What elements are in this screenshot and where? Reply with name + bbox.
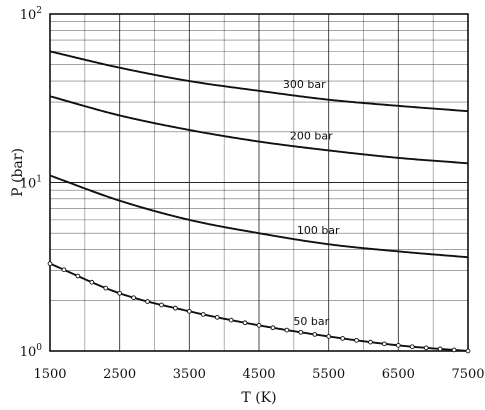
x-axis-label: T (K) bbox=[241, 390, 276, 406]
plot-border bbox=[49, 13, 469, 352]
series-marker bbox=[256, 322, 262, 328]
series-line-200-bar bbox=[49, 95, 469, 165]
series-marker bbox=[409, 344, 415, 350]
series-marker bbox=[228, 317, 234, 323]
x-tick-labels: 1500 2500 3500 4500 5500 6500 7500 bbox=[33, 367, 484, 382]
series-marker bbox=[214, 315, 220, 320]
series-label: 300 bar bbox=[283, 78, 326, 91]
series-marker bbox=[326, 334, 332, 339]
series-marker bbox=[145, 299, 150, 304]
series-marker bbox=[103, 285, 109, 291]
series-line-300-bar bbox=[49, 50, 469, 113]
series-marker bbox=[354, 337, 359, 343]
series-markers bbox=[47, 261, 471, 354]
x-tick-label: 2500 bbox=[103, 367, 136, 382]
series-marker bbox=[270, 325, 276, 331]
series-marker bbox=[395, 343, 401, 348]
series-marker bbox=[47, 261, 53, 266]
series-marker bbox=[340, 336, 345, 341]
series-label: 50 bar bbox=[293, 315, 329, 328]
series-marker bbox=[382, 341, 387, 347]
series-marker bbox=[173, 305, 178, 311]
y-tick-label: 100 bbox=[20, 343, 43, 360]
x-tick-label: 6500 bbox=[382, 367, 415, 382]
x-tick-label: 1500 bbox=[33, 367, 66, 382]
y-tick-labels: 100 101 102 bbox=[20, 6, 43, 360]
x-tick-label: 4500 bbox=[242, 367, 275, 382]
x-tick-label: 3500 bbox=[173, 367, 206, 382]
series-marker bbox=[61, 267, 67, 273]
series-marker bbox=[312, 332, 318, 337]
y-tick-label: 101 bbox=[20, 175, 42, 192]
x-tick-label: 7500 bbox=[451, 367, 484, 382]
x-tick-label: 5500 bbox=[312, 367, 345, 382]
y-axis-label: P (bar) bbox=[10, 148, 26, 197]
series-marker bbox=[451, 347, 457, 353]
series-marker bbox=[423, 345, 429, 351]
series-marker bbox=[298, 329, 304, 335]
series-marker bbox=[117, 290, 123, 296]
grid bbox=[49, 13, 469, 352]
series-marker bbox=[159, 302, 164, 308]
series-labels: 300 bar 200 bar 100 bar 50 bar bbox=[283, 78, 340, 328]
series-marker bbox=[186, 308, 192, 314]
series-marker bbox=[368, 339, 373, 345]
series-marker bbox=[465, 348, 471, 354]
series-marker bbox=[200, 312, 206, 317]
series-line-100-bar bbox=[49, 174, 469, 259]
series-marker bbox=[131, 295, 136, 301]
plot-frame bbox=[49, 13, 469, 352]
y-tick-label: 102 bbox=[20, 6, 42, 23]
series-marker bbox=[437, 346, 443, 352]
series-marker bbox=[75, 273, 81, 279]
series-label: 100 bar bbox=[297, 224, 340, 237]
series-marker bbox=[242, 320, 248, 326]
series-marker bbox=[284, 327, 290, 333]
series-label: 200 bar bbox=[290, 129, 333, 142]
series-marker bbox=[89, 279, 95, 285]
